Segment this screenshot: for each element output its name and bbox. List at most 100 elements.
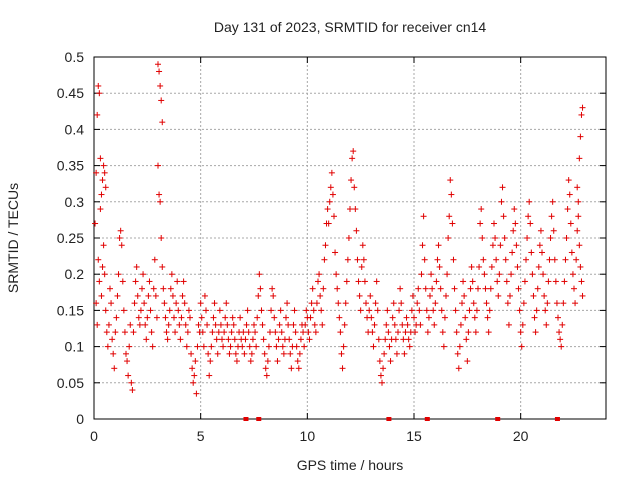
data-point: [405, 336, 412, 343]
data-point: [518, 343, 525, 350]
data-point: [228, 329, 235, 336]
data-point: [279, 343, 286, 350]
data-point: [316, 271, 323, 278]
data-point: [291, 307, 298, 314]
data-point: [390, 300, 397, 307]
data-point: [520, 300, 527, 307]
data-point: [507, 292, 513, 299]
data-point: [222, 314, 229, 321]
data-point: [223, 300, 230, 307]
data-point: [317, 292, 324, 299]
data-point: [475, 285, 481, 292]
data-point: [379, 379, 385, 386]
data-point: [287, 350, 294, 357]
data-point: [530, 292, 537, 299]
data-point: [108, 300, 115, 307]
data-point: [277, 307, 284, 314]
data-point: [511, 206, 518, 213]
data-point: [229, 314, 236, 321]
data-point: [192, 358, 199, 365]
baseline-gap-mark: [495, 417, 501, 421]
data-point: [549, 198, 556, 205]
data-point: [320, 285, 327, 292]
data-point: [516, 307, 523, 314]
data-point: [212, 321, 219, 328]
x-tick-label: 0: [90, 428, 98, 444]
data-point: [578, 111, 585, 118]
data-point: [107, 285, 113, 292]
data-point: [574, 184, 581, 191]
data-point: [156, 191, 163, 198]
data-point: [351, 184, 358, 191]
data-point: [292, 329, 299, 336]
data-point: [572, 300, 579, 307]
data-point: [224, 321, 231, 328]
data-point: [553, 300, 560, 307]
data-point: [297, 336, 304, 343]
data-point: [286, 336, 293, 343]
data-point: [116, 235, 123, 241]
data-point: [401, 350, 408, 357]
data-point: [101, 169, 108, 176]
data-point: [268, 307, 275, 314]
data-point: [137, 307, 144, 314]
data-point: [403, 314, 410, 321]
data-point: [494, 278, 501, 285]
data-point: [575, 198, 582, 205]
data-point: [534, 285, 541, 292]
data-point: [353, 227, 360, 234]
baseline-gap-mark: [243, 417, 249, 421]
data-point: [400, 336, 407, 343]
y-tick-label: 0.05: [57, 375, 84, 391]
data-point: [510, 227, 517, 234]
data-point: [431, 321, 438, 328]
data-point: [354, 256, 361, 263]
data-point: [415, 285, 422, 292]
data-point: [258, 307, 265, 314]
data-point: [387, 358, 394, 365]
data-point: [372, 300, 379, 307]
data-point: [443, 292, 449, 299]
data-point: [197, 300, 204, 307]
data-point: [437, 285, 444, 292]
data-point: [421, 256, 428, 263]
data-point: [252, 329, 259, 336]
data-point: [181, 300, 188, 307]
baseline-gap-mark: [424, 417, 430, 421]
data-point: [573, 256, 580, 263]
data-point: [356, 292, 363, 299]
data-point: [128, 379, 135, 386]
data-point: [571, 285, 577, 292]
data-point: [318, 307, 325, 314]
data-point: [214, 350, 221, 357]
data-point: [358, 263, 365, 270]
data-point: [327, 184, 334, 191]
data-point: [532, 329, 539, 336]
data-point: [293, 343, 300, 350]
data-point: [329, 191, 336, 198]
data-point: [417, 321, 424, 328]
data-point: [359, 242, 366, 249]
data-point: [315, 278, 321, 285]
y-axis-label: SRMTID / TECUs: [5, 183, 21, 293]
data-point: [301, 343, 308, 350]
data-point: [261, 350, 268, 357]
data-point: [574, 227, 581, 234]
data-point: [465, 329, 472, 336]
data-point: [95, 256, 102, 263]
data-point: [205, 350, 212, 357]
data-point: [144, 314, 151, 321]
data-point: [369, 329, 376, 336]
data-point: [484, 314, 491, 321]
data-point: [204, 321, 211, 328]
data-point: [363, 300, 369, 307]
data-point: [112, 329, 119, 336]
data-point: [441, 314, 448, 321]
data-point: [495, 292, 502, 299]
data-point: [521, 278, 528, 285]
data-point: [418, 271, 425, 278]
data-point: [559, 321, 566, 328]
data-point: [562, 256, 569, 263]
data-point: [337, 329, 344, 336]
data-point: [424, 329, 431, 336]
